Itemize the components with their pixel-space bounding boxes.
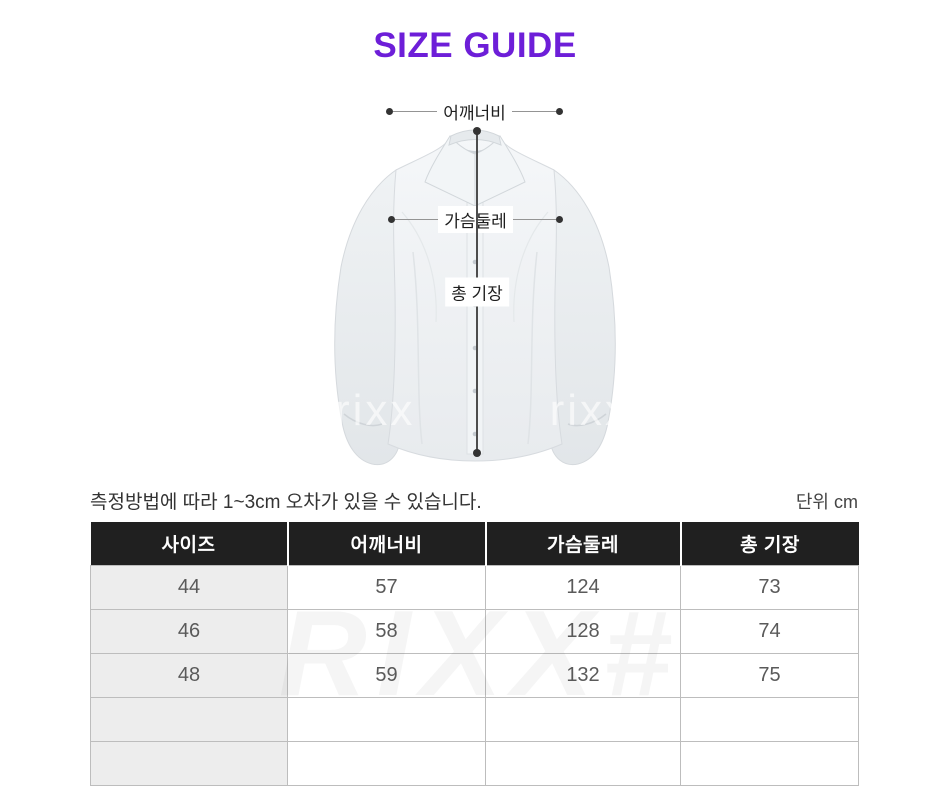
measure-dot bbox=[473, 449, 481, 457]
measure-dot bbox=[556, 107, 563, 115]
table-cell: 58 bbox=[287, 608, 486, 654]
table-cell bbox=[287, 740, 486, 786]
table-cell: 132 bbox=[485, 652, 681, 698]
table-cell: 57 bbox=[287, 564, 486, 610]
table-cell: 75 bbox=[680, 652, 859, 698]
table-row: 46 58 128 74 bbox=[90, 608, 859, 654]
measure-line bbox=[393, 110, 438, 112]
table-cell: 74 bbox=[680, 608, 859, 654]
note-row: 측정방법에 따라 1~3cm 오차가 있을 수 있습니다. 단위 cm bbox=[90, 487, 858, 514]
header-shoulder: 어깨너비 bbox=[286, 522, 486, 565]
table-cell bbox=[90, 696, 288, 742]
measure-dot bbox=[473, 127, 481, 135]
tolerance-note: 측정방법에 따라 1~3cm 오차가 있을 수 있습니다. bbox=[90, 492, 482, 513]
table-cell: 128 bbox=[485, 608, 681, 654]
size-table: 사이즈 어깨너비 가슴둘레 총 기장 44 57 124 73 46 58 12… bbox=[90, 522, 859, 786]
table-cell: 46 bbox=[90, 608, 288, 654]
measure-line bbox=[511, 110, 556, 112]
table-header-row: 사이즈 어깨너비 가슴둘레 총 기장 bbox=[90, 522, 859, 565]
measure-dot bbox=[556, 215, 563, 223]
chest-measure: 가슴둘레 bbox=[388, 205, 563, 233]
chest-label: 가슴둘레 bbox=[438, 205, 513, 233]
table-cell: 59 bbox=[287, 652, 486, 698]
table-cell bbox=[680, 696, 859, 742]
table-cell bbox=[287, 696, 486, 742]
header-chest: 가슴둘레 bbox=[484, 522, 681, 565]
page-title: SIZE GUIDE bbox=[373, 26, 577, 65]
measure-dot bbox=[386, 107, 393, 115]
table-cell bbox=[680, 740, 859, 786]
table-row bbox=[90, 696, 859, 742]
shirt-figure: rixx rixx 어깨너비 가슴둘레 총 기장 bbox=[334, 97, 616, 466]
table-row: 44 57 124 73 bbox=[90, 564, 859, 610]
shirt-image bbox=[334, 129, 616, 466]
measure-dot bbox=[388, 215, 395, 223]
measure-line bbox=[395, 218, 439, 220]
measure-line bbox=[512, 218, 556, 220]
table-cell: 44 bbox=[90, 564, 288, 610]
table-cell: 124 bbox=[485, 564, 681, 610]
table-cell bbox=[485, 740, 681, 786]
table-row: 48 59 132 75 bbox=[90, 652, 859, 698]
table-cell bbox=[485, 696, 681, 742]
shoulder-width-measure: 어깨너비 bbox=[386, 97, 563, 125]
table-cell bbox=[90, 740, 288, 786]
table-cell: 48 bbox=[90, 652, 288, 698]
table-cell: 73 bbox=[680, 564, 859, 610]
unit-label: 단위 cm bbox=[795, 492, 858, 512]
size-table-section: 사이즈 어깨너비 가슴둘레 총 기장 44 57 124 73 46 58 12… bbox=[90, 522, 859, 786]
shoulder-width-label: 어깨너비 bbox=[437, 97, 512, 125]
table-row bbox=[90, 740, 859, 786]
header-length: 총 기장 bbox=[679, 522, 859, 565]
header-size: 사이즈 bbox=[90, 522, 288, 565]
total-length-label: 총 기장 bbox=[445, 277, 509, 307]
